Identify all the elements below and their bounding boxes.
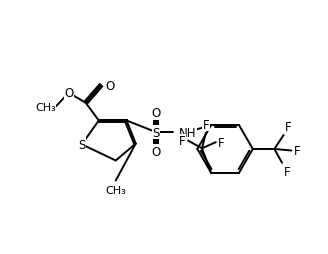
Text: CH₃: CH₃ (105, 185, 126, 195)
Text: F: F (285, 120, 292, 133)
Text: NH: NH (179, 126, 196, 139)
Text: F: F (218, 136, 225, 149)
Text: F: F (202, 118, 209, 131)
Text: O: O (151, 145, 160, 158)
Text: O: O (64, 87, 73, 100)
Text: F: F (284, 165, 290, 178)
Text: S: S (78, 138, 86, 151)
Text: F: F (294, 145, 300, 157)
Text: CH₃: CH₃ (35, 102, 56, 112)
Text: S: S (152, 126, 159, 139)
Text: O: O (105, 79, 114, 92)
Text: F: F (179, 135, 186, 148)
Text: O: O (151, 107, 160, 120)
